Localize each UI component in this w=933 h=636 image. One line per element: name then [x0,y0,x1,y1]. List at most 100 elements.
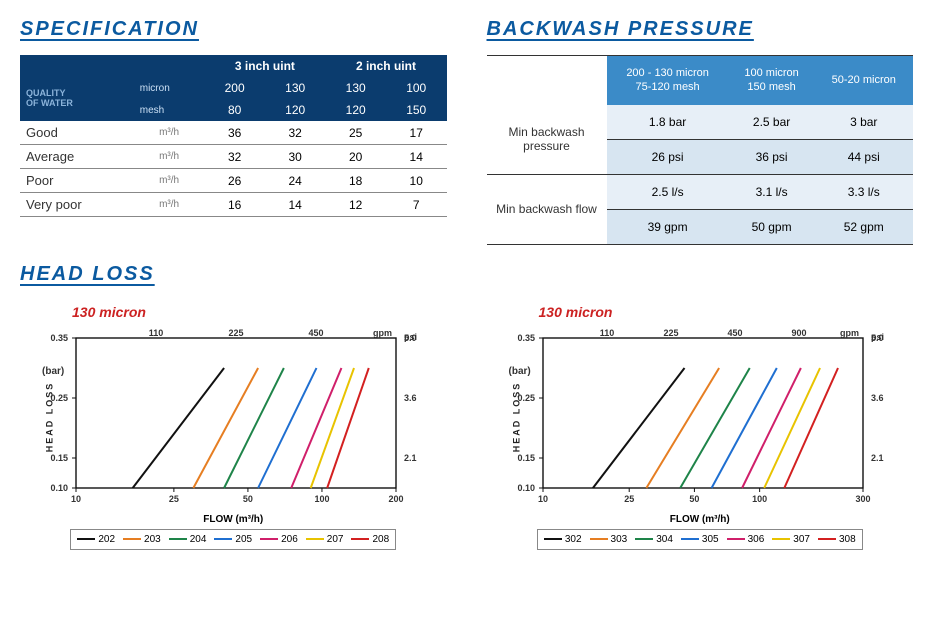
legend-item: 202 [77,534,115,545]
legend-item: 207 [306,534,344,545]
bw-cell: 2.5 l/s [607,174,729,209]
legend-item: 208 [351,534,389,545]
spec-row-unit: m³/h [134,193,205,217]
headloss-chart-right: 130 micron HEAD LOSS (bar) 0.100.152.10.… [487,304,914,550]
bw-cell: 36 psi [729,139,815,174]
spec-row-3: Very poorm³/h1614127 [20,193,447,217]
spec-unit-header-1: 2 inch uint [325,55,446,77]
spec-row-0: Goodm³/h36322517 [20,121,447,145]
legend-item: 308 [818,534,856,545]
legend-item: 305 [681,534,719,545]
chart-left-ylabel2: (bar) [42,366,64,377]
heading-backwash: BACKWASH PRESSURE [487,18,914,41]
bw-cell: 2.5 bar [729,105,815,140]
legend-item: 303 [590,534,628,545]
bw-col-2: 50-20 micron [815,56,914,105]
spec-row-unit: m³/h [134,121,205,145]
bw-cell: 3.3 l/s [815,174,914,209]
spec-row-1: Averagem³/h32302014 [20,145,447,169]
bw-group-label: Min backwash flow [487,174,607,244]
chart-left-ylabel: HEAD LOSS [44,381,54,452]
legend-item: 304 [635,534,673,545]
chart-left-legend: 202203204205206207208 [70,529,396,550]
spec-cell: 32 [204,145,265,169]
spec-mesh-val-3: 150 [386,99,447,121]
chart-left-title: 130 micron [72,304,447,320]
svg-text:gpm: gpm [373,328,392,338]
spec-row-2: Poorm³/h26241810 [20,169,447,193]
spec-table: 3 inch uint2 inch uint QUALITYOF WATER mic… [20,55,447,217]
svg-text:100: 100 [752,494,767,504]
svg-text:2.1: 2.1 [871,453,884,463]
svg-text:3.6: 3.6 [871,393,884,403]
svg-text:300: 300 [855,494,870,504]
svg-text:110: 110 [599,328,614,338]
bw-cell: 50 gpm [729,209,815,244]
bw-row: Min backwash flow2.5 l/s3.1 l/s3.3 l/s [487,174,914,209]
bw-cell: 3.1 l/s [729,174,815,209]
bw-row: Min backwash pressure1.8 bar2.5 bar3 bar [487,105,914,140]
svg-text:110: 110 [149,328,164,338]
spec-cell: 36 [204,121,265,145]
svg-text:450: 450 [308,328,323,338]
svg-text:450: 450 [727,328,742,338]
spec-mesh-val-0: 80 [204,99,265,121]
spec-row-unit: m³/h [134,145,205,169]
bw-cell: 3 bar [815,105,914,140]
legend-item: 306 [727,534,765,545]
svg-text:10: 10 [537,494,547,504]
svg-text:gpm: gpm [840,328,859,338]
bw-group-label: Min backwash pressure [487,105,607,175]
svg-text:0.10: 0.10 [517,483,535,493]
svg-text:25: 25 [169,494,179,504]
spec-cell: 30 [265,145,326,169]
svg-text:100: 100 [314,494,329,504]
backwash-table: 200 - 130 micron75-120 mesh 100 micron15… [487,55,914,245]
spec-cell: 18 [325,169,386,193]
bw-cell: 39 gpm [607,209,729,244]
heading-headloss: HEAD LOSS [20,263,913,286]
spec-cell: 14 [265,193,326,217]
chart-left-xlabel: FLOW (m³/h) [20,514,447,525]
heading-specification: SPECIFICATION [20,18,447,41]
spec-cell: 25 [325,121,386,145]
spec-cell: 24 [265,169,326,193]
svg-text:225: 225 [228,328,243,338]
spec-cell: 17 [386,121,447,145]
chart-right-ylabel2: (bar) [509,366,531,377]
legend-item: 203 [123,534,161,545]
spec-mesh-val-2: 120 [325,99,386,121]
bw-cell: 52 gpm [815,209,914,244]
spec-row-quality: Good [20,121,134,145]
spec-micron-val-2: 130 [325,77,386,99]
spec-micron-val-0: 200 [204,77,265,99]
spec-micron-val-3: 100 [386,77,447,99]
bw-cell: 1.8 bar [607,105,729,140]
legend-item: 307 [772,534,810,545]
bw-cell: 44 psi [815,139,914,174]
svg-text:225: 225 [663,328,678,338]
svg-text:psi: psi [404,332,417,342]
svg-text:0.10: 0.10 [50,483,68,493]
chart-right-title: 130 micron [539,304,914,320]
spec-param-micron: micron [134,77,205,99]
svg-text:900: 900 [791,328,806,338]
spec-row-unit: m³/h [134,169,205,193]
svg-text:3.6: 3.6 [404,393,417,403]
svg-text:2.1: 2.1 [404,453,417,463]
legend-item: 205 [214,534,252,545]
svg-text:0.15: 0.15 [50,453,68,463]
svg-text:50: 50 [689,494,699,504]
spec-param-mesh: mesh [134,99,205,121]
spec-unit-header-0: 3 inch uint [204,55,325,77]
legend-item: 302 [544,534,582,545]
svg-text:0.35: 0.35 [517,333,535,343]
svg-text:200: 200 [388,494,403,504]
spec-row-quality: Average [20,145,134,169]
spec-row-quality: Very poor [20,193,134,217]
bw-cell: 26 psi [607,139,729,174]
svg-text:psi: psi [871,332,884,342]
svg-text:0.35: 0.35 [50,333,68,343]
spec-cell: 26 [204,169,265,193]
spec-quality-label: QUALITYOF WATER [26,89,128,109]
